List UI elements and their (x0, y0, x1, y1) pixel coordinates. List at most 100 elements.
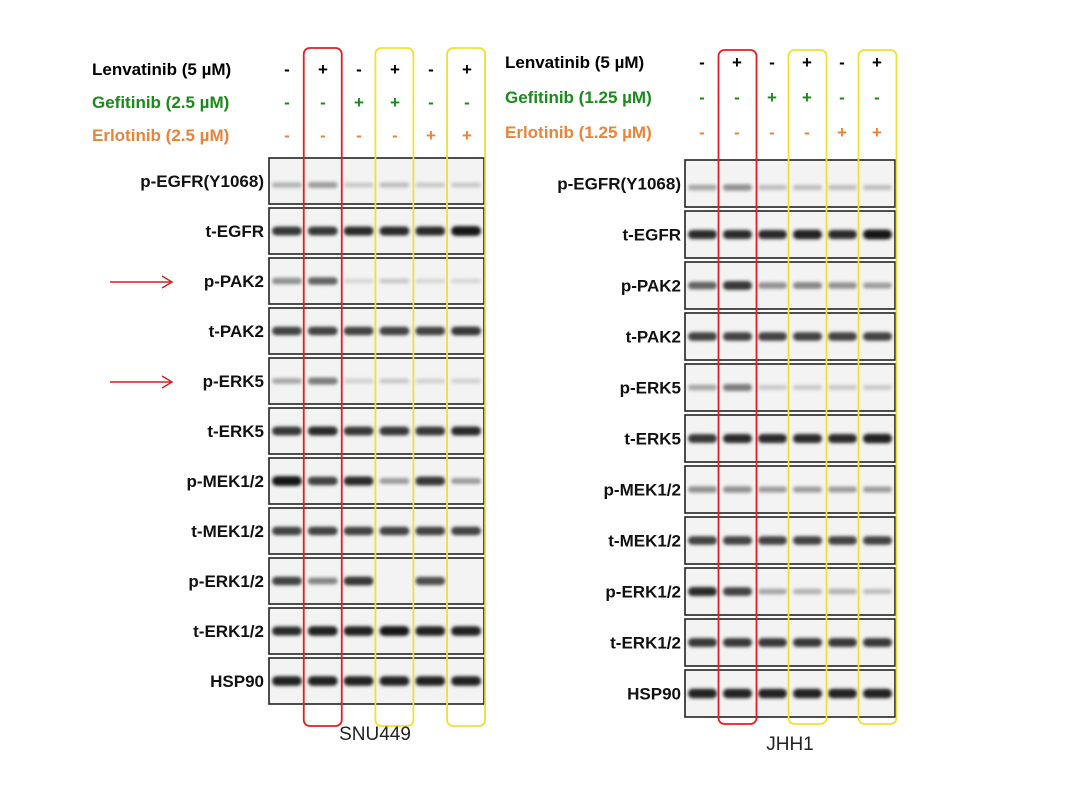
blot-band (379, 226, 410, 236)
treatment-sign: + (318, 60, 328, 79)
blot-strip (268, 657, 485, 705)
blot-band (415, 278, 446, 284)
blot-strip (268, 407, 485, 455)
blot-band (758, 688, 787, 699)
blot-strip (268, 257, 485, 305)
blot-band (451, 278, 481, 284)
blot-band (758, 638, 787, 647)
blot-band (863, 588, 892, 595)
blot-band (451, 326, 481, 336)
blot-strip (684, 618, 896, 667)
blot-strip (684, 414, 896, 463)
blot-band (863, 433, 892, 444)
blot-band (723, 587, 752, 596)
treatment-label: Gefitinib (2.5 µM) (92, 93, 229, 112)
blot-band (272, 182, 302, 188)
cell-line-label: JHH1 (766, 734, 814, 755)
blot-band (758, 385, 787, 390)
highlight-box-red (717, 49, 758, 725)
treatment-sign: - (320, 126, 326, 145)
blot-band (343, 182, 374, 188)
protein-label: t-MEK1/2 (608, 532, 681, 551)
blot-band (272, 277, 302, 285)
blot-band (863, 688, 892, 699)
blot-band (723, 638, 752, 647)
blot-band (379, 477, 410, 485)
blot-band (451, 226, 481, 236)
blot-band (307, 377, 338, 385)
blot-band (379, 182, 410, 188)
protein-label: HSP90 (627, 685, 681, 704)
blot-band (307, 226, 338, 236)
blot-band (451, 477, 481, 485)
blot-strip (684, 516, 896, 565)
protein-label: p-ERK1/2 (188, 572, 264, 591)
treatment-sign: - (356, 126, 362, 145)
protein-label: p-ERK5 (620, 379, 681, 398)
protein-label: p-ERK1/2 (605, 583, 681, 602)
blot-band (415, 326, 446, 336)
blot-band (723, 433, 752, 444)
blot-strip (268, 607, 485, 655)
cell-line-label: SNU449 (339, 724, 411, 745)
blot-band (688, 586, 717, 597)
highlight-box-red (302, 47, 343, 727)
protein-label: p-ERK5 (203, 372, 264, 391)
treatment-sign: + (767, 88, 777, 107)
blot-band (415, 626, 446, 636)
blot-band (828, 385, 857, 390)
blot-band (688, 332, 717, 341)
treatment-sign: + (802, 88, 812, 107)
blot-band (272, 676, 302, 686)
blot-band (379, 378, 410, 384)
highlight-box-yellow (857, 49, 898, 725)
blot-band (723, 184, 752, 191)
blot-band (379, 626, 410, 636)
blot-strip (268, 507, 485, 555)
blot-strip (684, 312, 896, 361)
blot-band (307, 526, 338, 536)
treatment-sign: + (462, 60, 472, 79)
blot-band (688, 688, 717, 699)
blot-strip (268, 557, 485, 605)
highlight-box-yellow (446, 47, 486, 727)
treatment-sign: - (284, 126, 290, 145)
treatment-sign: + (426, 126, 436, 145)
protein-label: p-PAK2 (204, 272, 264, 291)
blot-band (793, 433, 822, 444)
blot-band (451, 676, 481, 686)
blot-band (307, 181, 338, 189)
blot-band (343, 426, 374, 436)
blot-band (828, 184, 857, 191)
treatment-sign: + (390, 60, 400, 79)
protein-label: p-MEK1/2 (187, 472, 264, 491)
blot-band (688, 638, 717, 647)
blot-band (828, 332, 857, 341)
protein-label: t-MEK1/2 (191, 522, 264, 541)
treatment-label: Lenvatinib (5 µM) (92, 60, 231, 79)
treatment-sign: - (699, 53, 705, 72)
treatment-sign: + (354, 93, 364, 112)
blot-band (758, 229, 787, 240)
blot-band (688, 434, 717, 443)
blot-strip (684, 363, 896, 412)
blot-band (379, 676, 410, 686)
protein-label: t-PAK2 (209, 322, 264, 341)
panel-jhh1: Lenvatinib (5 µM) - + - + - + Gefitinib (1.25 µ… (505, 49, 898, 755)
blot-band (307, 676, 338, 686)
treatment-sign: - (284, 60, 290, 79)
blot-band (272, 576, 302, 586)
blot-band (415, 182, 446, 188)
panel-snu449: Lenvatinib (5 µM) - + - + - + Gefitinib (2.5 µM… (92, 47, 486, 745)
blot-band (307, 277, 338, 285)
blot-band (793, 486, 822, 493)
blot-band (343, 278, 374, 284)
blot-band (828, 229, 857, 240)
blot-band (272, 326, 302, 336)
treatment-sign: - (734, 123, 740, 142)
protein-label: t-ERK5 (624, 430, 681, 449)
blot-strip (684, 669, 896, 718)
treatment-sign: + (837, 123, 847, 142)
blot-band (307, 326, 338, 336)
